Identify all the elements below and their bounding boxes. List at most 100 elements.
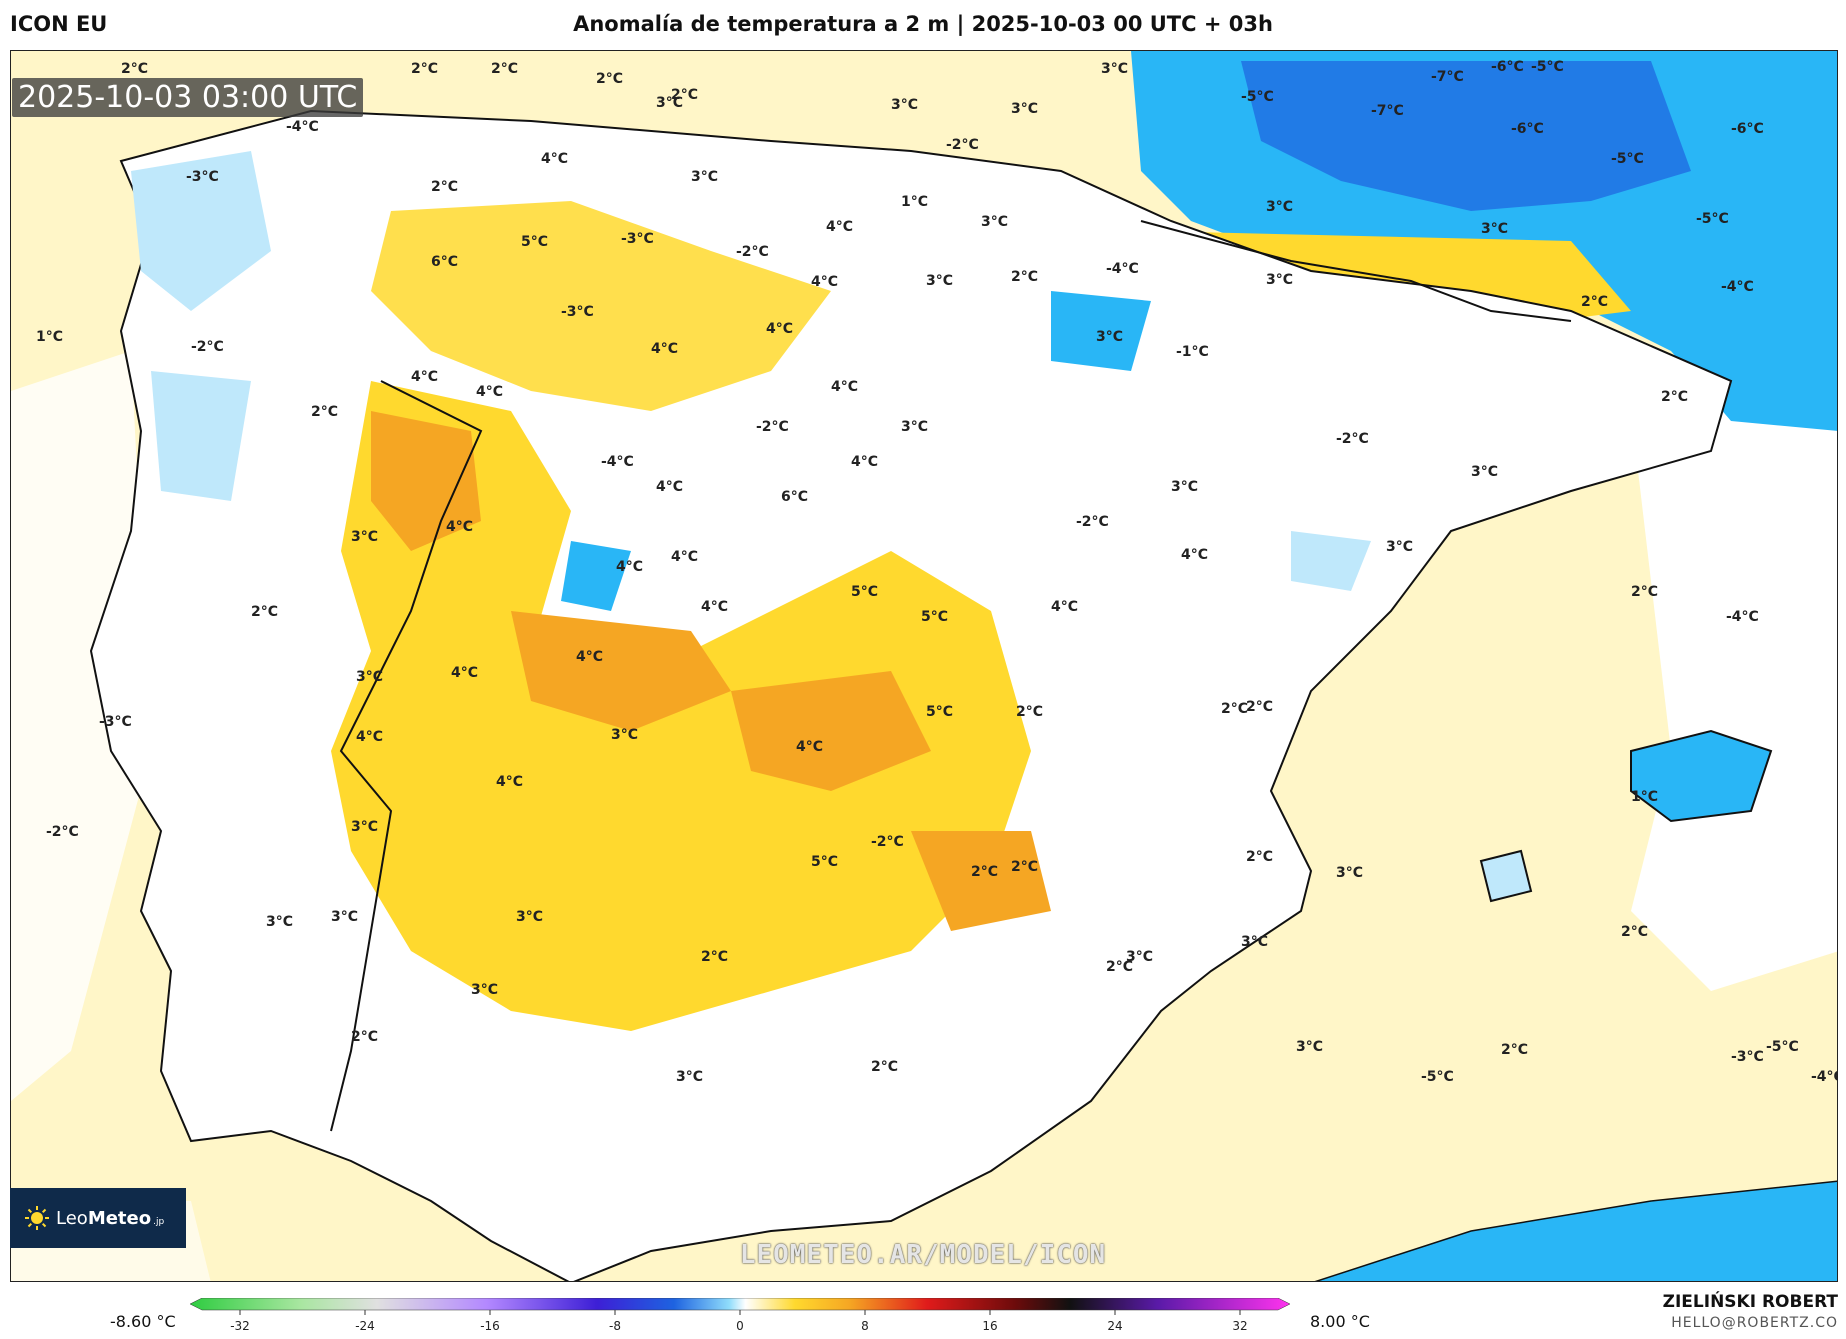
temperature-label: 2°C	[121, 61, 148, 77]
temperature-label: -1°C	[1176, 344, 1209, 360]
scale-tick-label: -16	[480, 1319, 500, 1333]
temperature-label: 5°C	[921, 609, 948, 625]
temperature-label: -5°C	[1766, 1039, 1799, 1055]
source-watermark: LEOMETEO.AR/MODEL/ICON	[739, 1240, 1107, 1270]
temperature-label: 3°C	[611, 727, 638, 743]
temperature-label: 2°C	[596, 71, 623, 87]
france-deep-cold-region	[1241, 61, 1691, 211]
temperature-label: 3°C	[1171, 479, 1198, 495]
temperature-label: 4°C	[616, 559, 643, 575]
temperature-label: -3°C	[1731, 1049, 1764, 1065]
temperature-label: 4°C	[496, 774, 523, 790]
temperature-label: 2°C	[1106, 959, 1133, 975]
temperature-label: 3°C	[1101, 61, 1128, 77]
temperature-label: 2°C	[1621, 924, 1648, 940]
sun-icon	[25, 1206, 49, 1230]
chart-title: Anomalía de temperatura a 2 m | 2025-10-…	[573, 12, 1273, 36]
temperature-label: -2°C	[1336, 431, 1369, 447]
sea-white-patch	[1631, 381, 1837, 991]
mallorca-island	[1630, 729, 1773, 823]
temperature-label: -2°C	[736, 244, 769, 260]
temperature-label: -6°C	[1731, 121, 1764, 137]
valid-time-badge: 2025-10-03 03:00 UTC	[12, 78, 364, 117]
scale-tick-label: 24	[1107, 1319, 1122, 1333]
north-africa-cold-region	[1314, 1180, 1837, 1281]
temperature-label: 2°C	[1016, 704, 1043, 720]
scale-tick-label: -32	[230, 1319, 250, 1333]
temperature-label: 3°C	[676, 1069, 703, 1085]
temperature-label: 3°C	[901, 419, 928, 435]
temperature-label: 4°C	[446, 519, 473, 535]
temperature-label: -7°C	[1371, 103, 1404, 119]
temperature-labels: 2°C 2°C 2°C2°C2°C3°C 3°C 3°C3°C -6°C-7°C-5°C-…	[36, 59, 1837, 1085]
temperature-label: 3°C	[1471, 464, 1498, 480]
temperature-label: 4°C	[796, 739, 823, 755]
central-cold-patch	[561, 541, 631, 611]
temperature-label: 3°C	[1241, 934, 1268, 950]
temperature-label: -4°C	[601, 454, 634, 470]
temperature-label: 3°C	[891, 97, 918, 113]
temperature-label: -3°C	[99, 714, 132, 730]
temperature-label: 3°C	[691, 169, 718, 185]
temperature-label: 4°C	[656, 479, 683, 495]
temperature-label: 6°C	[431, 254, 458, 270]
temperature-label: 3°C	[656, 95, 683, 111]
logo-tld: .jp	[153, 1217, 165, 1227]
temperature-label: 4°C	[576, 649, 603, 665]
temperature-label: 3°C	[516, 909, 543, 925]
temperature-label: 2°C	[971, 864, 998, 880]
portugal-north-cold-patch	[151, 371, 251, 501]
temperature-label: -2°C	[1076, 514, 1109, 530]
temperature-label: 4°C	[451, 665, 478, 681]
scale-tick-label: 16	[982, 1319, 997, 1333]
legend-min-label: -8.60 °C	[110, 1312, 176, 1331]
temperature-label: -5°C	[1611, 151, 1644, 167]
logo-text-b: Meteo	[87, 1207, 152, 1229]
temperature-label: -2°C	[871, 834, 904, 850]
temperature-label: 3°C	[471, 982, 498, 998]
temperature-label: 4°C	[831, 379, 858, 395]
temperature-label: 5°C	[521, 234, 548, 250]
temperature-label: 3°C	[351, 819, 378, 835]
temperature-label: 2°C	[1631, 584, 1658, 600]
temperature-label: -5°C	[1696, 211, 1729, 227]
temperature-label: -4°C	[1726, 609, 1759, 625]
temperature-label: 3°C	[1386, 539, 1413, 555]
temperature-label: 2°C	[1011, 269, 1038, 285]
temperature-label: 2°C	[1501, 1042, 1528, 1058]
temperature-label: 3°C	[1011, 101, 1038, 117]
temperature-label: -4°C	[286, 119, 319, 135]
temperature-label: 5°C	[811, 854, 838, 870]
temperature-label: 2°C	[1661, 389, 1688, 405]
france-spain-border	[1140, 220, 1572, 322]
temperature-label: 3°C	[1296, 1039, 1323, 1055]
legend-max-label: 8.00 °C	[1310, 1312, 1370, 1331]
temperature-label: 3°C	[981, 214, 1008, 230]
author-email: HELLO@ROBERTZ.CO	[1671, 1315, 1838, 1331]
north-warm-region	[371, 201, 831, 411]
logo-text-a: Leo	[56, 1207, 88, 1229]
temperature-label: 2°C	[1581, 294, 1608, 310]
temperature-label: 2°C	[411, 61, 438, 77]
temperature-label: 3°C	[1481, 221, 1508, 237]
scale-tick-label: -8	[609, 1319, 621, 1333]
east-cold-patch	[1291, 531, 1371, 591]
scale-tick-label: 8	[861, 1319, 869, 1333]
map-panel: 2°C 2°C 2°C 2°C 2°C 3°C 3°C 3°C 3°C -6°C -7°C -5°C -…	[10, 50, 1838, 1282]
temperature-label: 4°C	[476, 384, 503, 400]
temperature-label: 3°C	[926, 273, 953, 289]
temperature-label: 3°C	[351, 529, 378, 545]
temperature-label: -3°C	[186, 169, 219, 185]
temperature-label: 5°C	[926, 704, 953, 720]
temperature-label: -2°C	[756, 419, 789, 435]
temperature-label: 4°C	[766, 321, 793, 337]
temperature-label: 4°C	[701, 599, 728, 615]
temperature-label: -5°C	[1241, 89, 1274, 105]
temperature-label: 2°C	[251, 604, 278, 620]
color-scale-bar: -32 -24 -16 -8 0 8 16 24 32	[190, 1298, 1290, 1333]
temperature-label: -7°C	[1431, 69, 1464, 85]
temperature-label: -4°C	[1721, 279, 1754, 295]
warm-core-east	[731, 671, 931, 791]
temperature-label: 4°C	[356, 729, 383, 745]
temperature-label: 3°C	[1336, 865, 1363, 881]
